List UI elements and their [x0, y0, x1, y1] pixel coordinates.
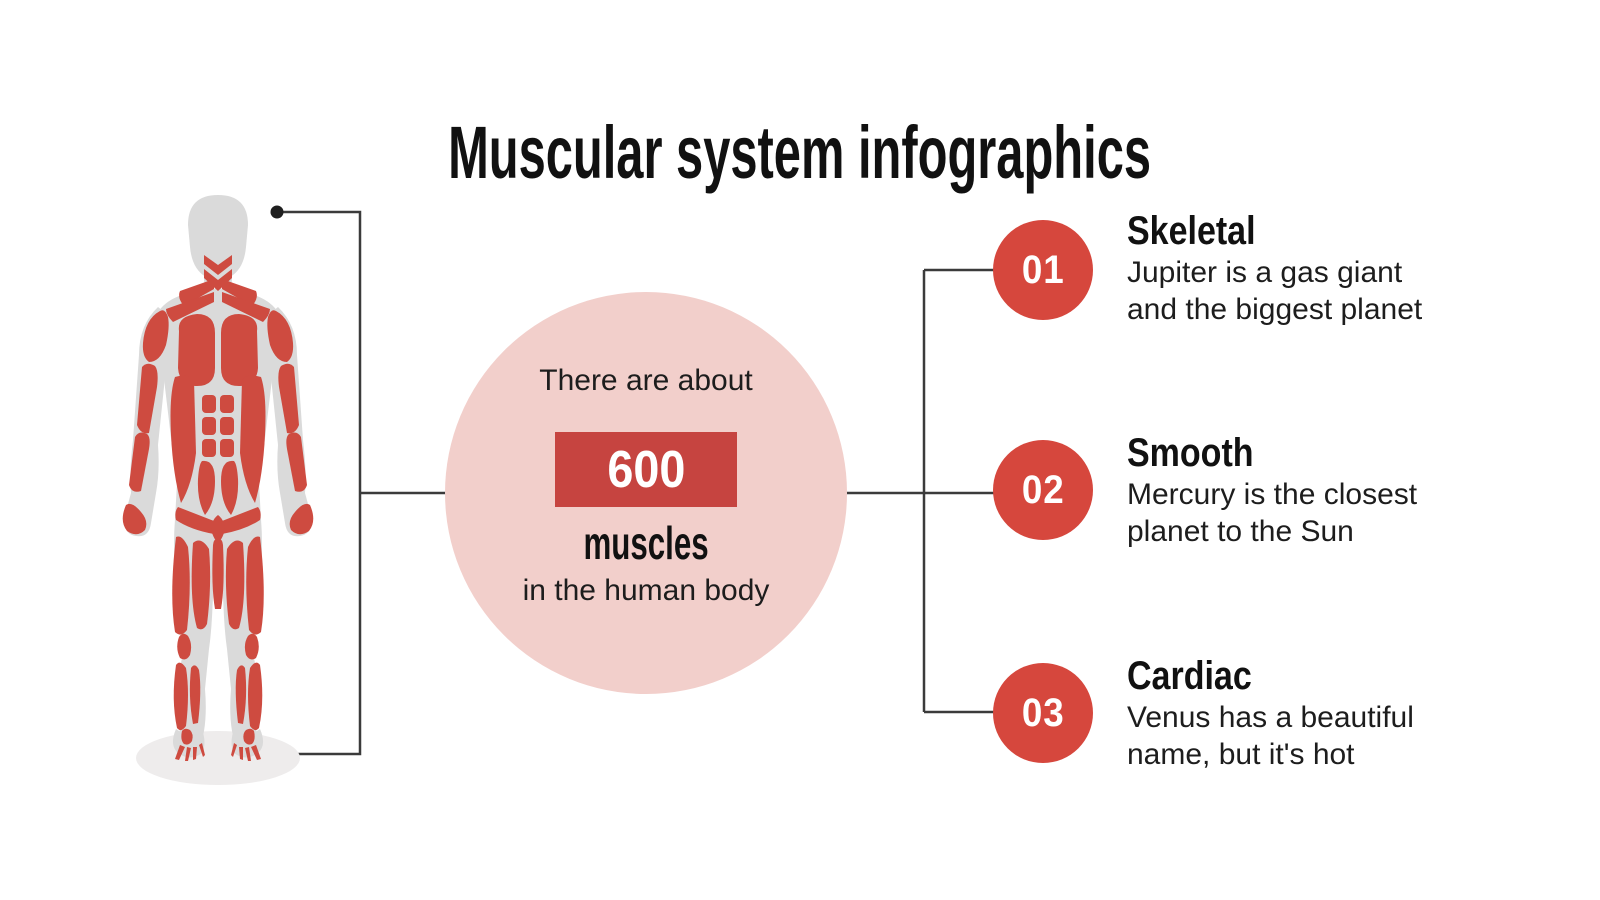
item-number-badge-01: 01 — [993, 220, 1093, 320]
floor-shadow — [136, 731, 300, 785]
item-description: Mercury is the closest planet to the Sun — [1127, 478, 1418, 548]
item-description: Jupiter is a gas giant and the biggest p… — [1127, 256, 1423, 326]
stat-value-box: 600 — [555, 432, 737, 507]
item-number-badge-02: 02 — [993, 440, 1093, 540]
left-bracket-line — [277, 210, 362, 756]
stat-circle: There are about 600 muscles in the human… — [445, 292, 847, 694]
muscle-type-item-skeletal: Skeletal Jupiter is a gas giant and the … — [1127, 208, 1467, 328]
item-description: Venus has a beautiful name, but it's hot — [1127, 701, 1414, 771]
stat-unit-text: muscles — [583, 517, 709, 569]
muscle-type-item-cardiac: Cardiac Venus has a beautiful name, but … — [1127, 653, 1467, 773]
stat-value: 600 — [606, 440, 686, 499]
stat-suffix-text: in the human body — [522, 574, 770, 607]
item-number-badge-03: 03 — [993, 663, 1093, 763]
muscle-type-item-smooth: Smooth Mercury is the closest planet to … — [1127, 430, 1467, 550]
item-title: Skeletal — [1127, 209, 1256, 253]
item-title: Smooth — [1127, 431, 1254, 475]
stat-intro-text: There are about — [539, 364, 753, 397]
top-connector-dot — [270, 205, 284, 219]
muscular-body-icon — [122, 195, 314, 785]
page-title: Muscular system infographics — [448, 110, 1152, 194]
item-title: Cardiac — [1127, 654, 1252, 698]
